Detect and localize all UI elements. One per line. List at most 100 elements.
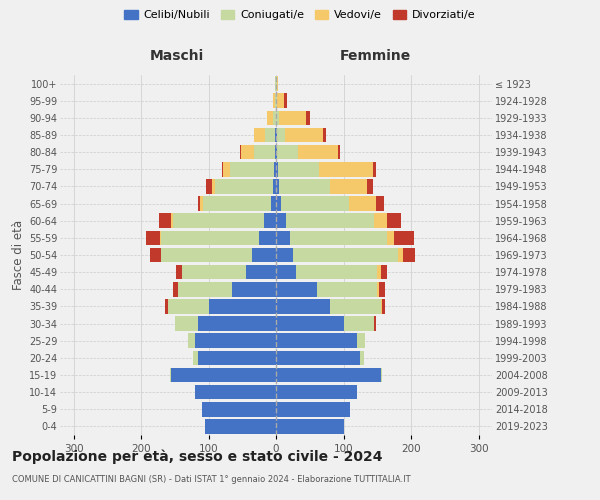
Bar	[254, 128, 265, 142]
Bar	[323, 128, 326, 142]
Bar	[254, 145, 275, 160]
Bar	[199, 316, 276, 331]
Bar	[317, 282, 377, 296]
Y-axis label: Fasce di età: Fasce di età	[11, 220, 25, 290]
Bar	[349, 196, 376, 211]
Bar	[280, 179, 330, 194]
Bar	[275, 76, 276, 91]
Bar	[276, 385, 357, 400]
Bar	[276, 316, 343, 331]
Bar	[215, 179, 272, 194]
Bar	[403, 248, 415, 262]
Bar	[173, 282, 178, 296]
Bar	[271, 196, 276, 211]
Bar	[265, 128, 275, 142]
Bar	[276, 402, 350, 416]
Bar	[274, 162, 276, 176]
Bar	[307, 110, 310, 125]
Bar	[239, 145, 241, 160]
Bar	[212, 179, 215, 194]
Bar	[199, 350, 276, 365]
Bar	[398, 248, 403, 262]
Bar	[259, 230, 276, 245]
Bar	[276, 110, 280, 125]
Bar	[276, 196, 281, 211]
Text: Maschi: Maschi	[149, 48, 204, 62]
Bar	[160, 230, 161, 245]
Bar	[276, 419, 343, 434]
Bar	[275, 145, 276, 160]
Bar	[272, 179, 276, 194]
Bar	[170, 368, 172, 382]
Bar	[176, 265, 182, 280]
Bar	[281, 196, 349, 211]
Bar	[286, 128, 323, 142]
Bar	[230, 162, 274, 176]
Bar	[161, 248, 253, 262]
Text: COMUNE DI CANICATTINI BAGNI (SR) - Dati ISTAT 1° gennaio 2024 - Elaborazione TUT: COMUNE DI CANICATTINI BAGNI (SR) - Dati …	[12, 475, 410, 484]
Bar	[199, 196, 200, 211]
Bar	[203, 196, 271, 211]
Bar	[164, 299, 168, 314]
Bar	[178, 282, 232, 296]
Bar	[267, 110, 272, 125]
Bar	[276, 214, 286, 228]
Bar	[361, 350, 364, 365]
Bar	[380, 368, 382, 382]
Bar	[376, 196, 384, 211]
Legend: Celibi/Nubili, Coniugati/e, Vedovi/e, Divorziati/e: Celibi/Nubili, Coniugati/e, Vedovi/e, Di…	[120, 6, 480, 25]
Bar	[290, 230, 388, 245]
Bar	[298, 145, 338, 160]
Bar	[188, 334, 195, 348]
Bar	[158, 214, 171, 228]
Bar	[253, 248, 276, 262]
Bar	[223, 162, 230, 176]
Bar	[206, 179, 212, 194]
Bar	[222, 162, 223, 176]
Bar	[276, 368, 380, 382]
Bar	[151, 248, 161, 262]
Bar	[200, 196, 203, 211]
Text: Femmine: Femmine	[340, 48, 411, 62]
Bar	[277, 94, 284, 108]
Bar	[209, 299, 276, 314]
Bar	[171, 214, 173, 228]
Bar	[373, 162, 376, 176]
Bar	[277, 145, 298, 160]
Bar	[275, 128, 276, 142]
Bar	[277, 76, 278, 91]
Bar	[377, 282, 379, 296]
Bar	[394, 230, 415, 245]
Bar	[382, 299, 385, 314]
Bar	[276, 265, 296, 280]
Bar	[182, 265, 245, 280]
Bar	[232, 282, 276, 296]
Bar	[195, 385, 276, 400]
Bar	[280, 110, 307, 125]
Bar	[338, 145, 340, 160]
Bar	[146, 230, 160, 245]
Bar	[272, 94, 275, 108]
Bar	[380, 265, 388, 280]
Bar	[276, 162, 278, 176]
Bar	[276, 145, 277, 160]
Bar	[272, 110, 276, 125]
Text: Popolazione per età, sesso e stato civile - 2024: Popolazione per età, sesso e stato civil…	[12, 450, 383, 464]
Bar	[388, 230, 394, 245]
Bar	[276, 94, 277, 108]
Bar	[175, 316, 199, 331]
Bar	[276, 299, 330, 314]
Bar	[293, 248, 398, 262]
Bar	[330, 179, 367, 194]
Bar	[173, 214, 264, 228]
Bar	[374, 316, 376, 331]
Bar	[330, 299, 380, 314]
Bar	[195, 334, 276, 348]
Bar	[276, 248, 293, 262]
Bar	[241, 145, 254, 160]
Bar	[245, 265, 276, 280]
Bar	[276, 350, 361, 365]
Bar	[276, 76, 277, 91]
Bar	[388, 214, 401, 228]
Bar	[377, 265, 380, 280]
